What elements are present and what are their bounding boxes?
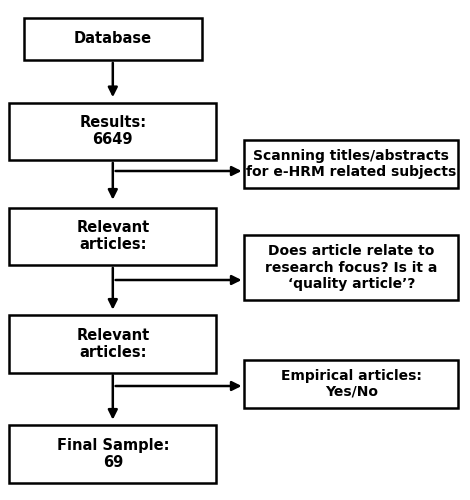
Text: Results:
6649: Results: 6649 (79, 115, 146, 148)
Text: Relevant
articles:: Relevant articles: (76, 328, 149, 360)
Text: Empirical articles:
Yes/No: Empirical articles: Yes/No (281, 368, 422, 399)
Bar (9, 102, 216, 160)
Bar (244, 360, 458, 408)
Bar (9, 425, 216, 482)
Bar (9, 315, 216, 372)
Text: Scanning titles/abstracts
for e-HRM related subjects: Scanning titles/abstracts for e-HRM rela… (246, 148, 456, 179)
Bar (244, 235, 458, 300)
Text: Final Sample:
69: Final Sample: 69 (56, 438, 169, 470)
Bar (9, 208, 216, 265)
Bar (244, 140, 458, 188)
Text: Relevant
articles:: Relevant articles: (76, 220, 149, 252)
Text: Does article relate to
research focus? Is it a
‘quality article’?: Does article relate to research focus? I… (265, 244, 438, 290)
Bar (24, 18, 202, 60)
Text: Database: Database (74, 31, 152, 46)
